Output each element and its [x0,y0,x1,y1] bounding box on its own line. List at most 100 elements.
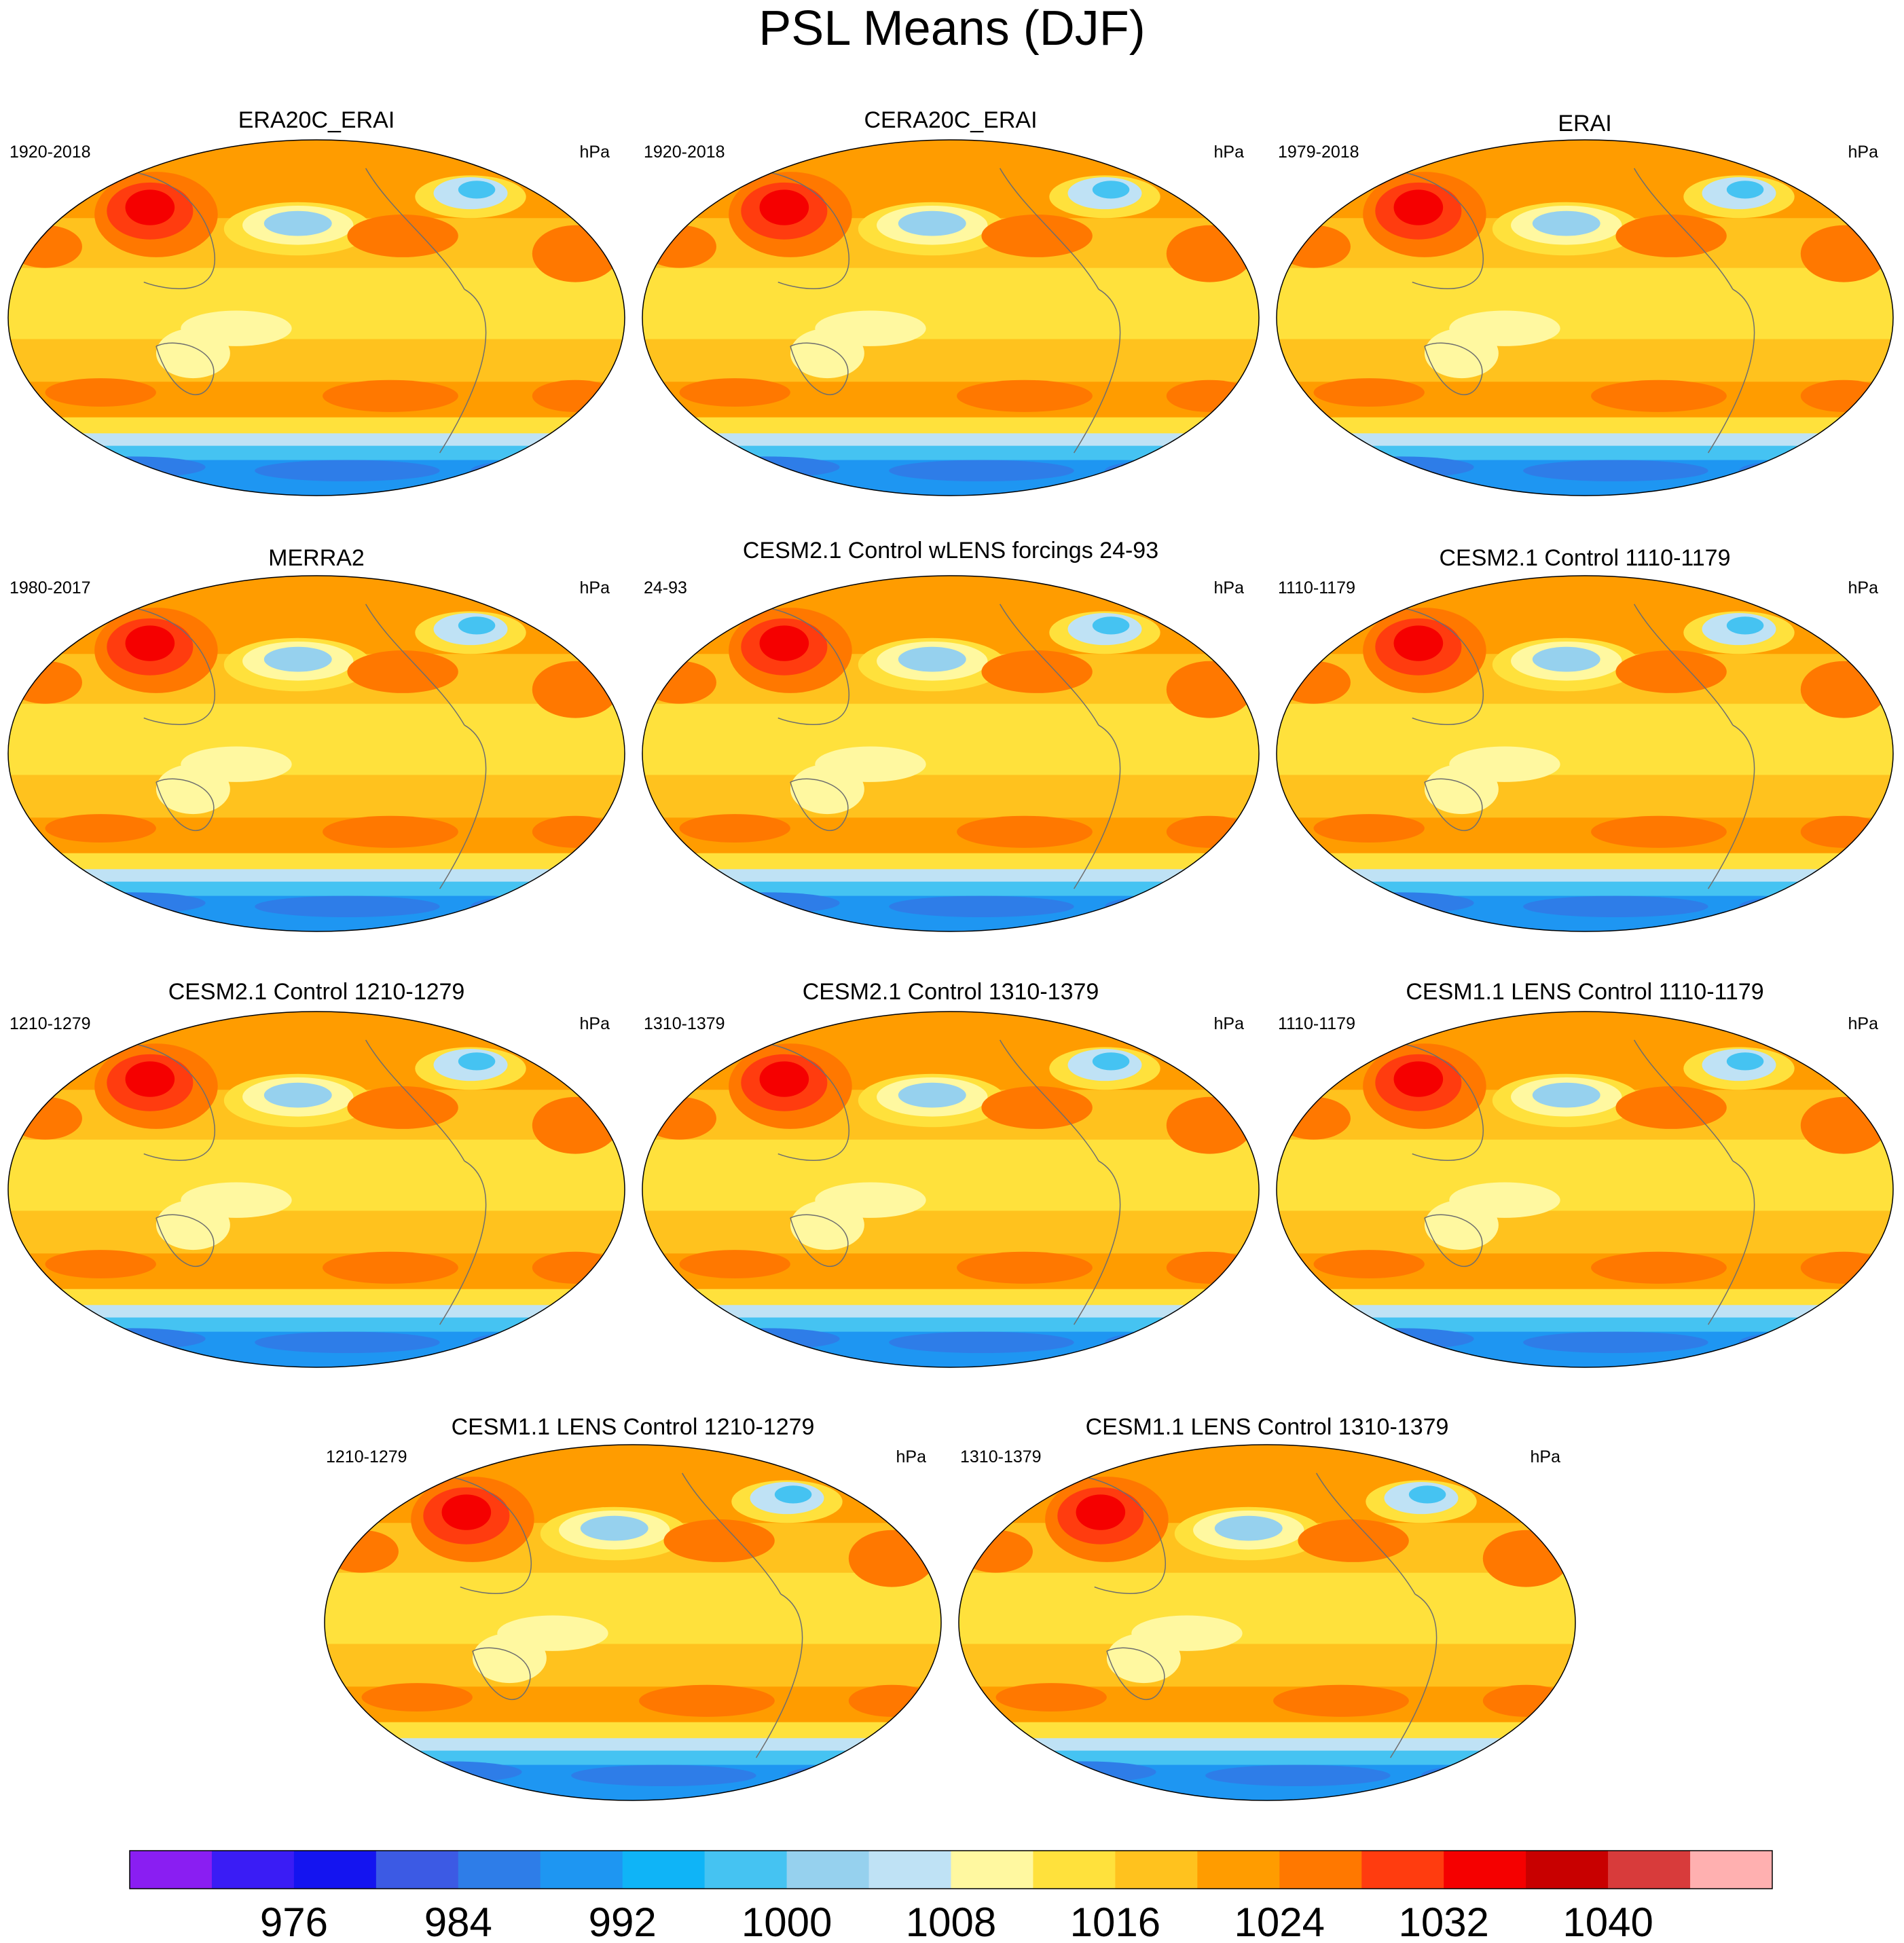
map-border [1276,139,1894,496]
colorbar-swatch [622,1851,706,1889]
colorbar-tick-label: 1016 [1070,1900,1160,1943]
psl-contour-region [1277,225,1351,268]
psl-contour-region [1214,1515,1283,1541]
psl-contour-band [642,1210,1259,1255]
psl-contour-region [981,1086,1093,1129]
psl-contour-region [325,1530,399,1573]
colorbar-tick-label: 992 [589,1900,657,1943]
psl-field [959,1445,1575,1800]
psl-contour-region [458,181,496,199]
psl-contour-region [1205,1764,1391,1787]
psl-contour-region [125,189,175,225]
psl-contour-region [45,1250,156,1279]
map-border [642,575,1260,932]
psl-contour-region [1166,380,1253,412]
colorbar-swatch [786,1851,870,1889]
panel-title: CESM1.1 LENS Control 1110-1179 [1406,979,1763,1005]
map-panel: CESM2.1 Control 1110-1179 1110-1179 hPa [1276,545,1894,932]
psl-contour-region [1726,1052,1764,1071]
coastline [1424,1214,1483,1267]
psl-contour-region [361,1683,473,1711]
psl-contour-band [959,1750,1575,1766]
psl-contour-region [8,1096,82,1140]
psl-field [1277,1012,1893,1367]
psl-contour-region [1166,815,1253,848]
psl-contour-region [571,1764,756,1787]
psl-contour-band [642,267,1259,340]
psl-contour-band [8,775,625,819]
psl-contour-band [8,853,625,870]
map-panel: ERAI 1979-2018 hPa [1276,111,1894,496]
psl-contour-region [981,650,1093,693]
map-panels: ERA20C_ERAI 1920-2018 hPa CERA20C_ERAI 1920-… [7,107,1894,1801]
psl-field [325,1445,941,1800]
map-panel: CESM2.1 Control 1210-1279 1210-1279 hPa [7,979,625,1368]
map-border [7,1011,625,1368]
psl-contour-band [1277,445,1893,461]
psl-contour-region [1092,1052,1130,1071]
psl-contour-region [1166,225,1253,282]
map-panel: CESM1.1 LENS Control 1110-1179 1110-1179 h… [1276,979,1894,1368]
psl-contour-band [8,1139,625,1212]
colorbar-swatch [1361,1851,1444,1889]
colorbar-tick-label: 1024 [1234,1900,1325,1943]
map-panel: MERRA2 1980-2017 hPa [7,545,625,932]
colorbar-swatch [130,1851,213,1889]
psl-contour-region [472,1633,547,1684]
psl-contour-band [959,1738,1575,1752]
psl-contour-band [642,445,1259,461]
psl-contour-region [1591,380,1727,412]
psl-contour-region [642,661,716,704]
colorbar-swatch [1444,1851,1526,1889]
psl-contour-region [1523,1331,1708,1354]
psl-field [8,140,625,496]
psl-contour-band [1277,1317,1893,1333]
coastline [790,1214,849,1267]
psl-contour-region [1105,1331,1228,1354]
panel-period: 1920-2018 [10,143,91,162]
psl-contour-band [325,1722,941,1739]
psl-contour-region [898,210,966,236]
psl-contour-region [1523,460,1708,482]
psl-contour-band [8,1317,625,1333]
coastline [155,778,215,832]
psl-contour-region [1532,646,1600,672]
psl-contour-region [1092,616,1130,635]
psl-contour-region [1532,1082,1600,1108]
panel-units: hPa [1214,143,1245,162]
map-border [1276,575,1894,932]
panel-units: hPa [1848,578,1879,597]
psl-contour-band [8,703,625,776]
panel-period: 1310-1379 [644,1014,725,1033]
psl-contour-region [1076,1494,1126,1530]
psl-contour-region [889,460,1074,482]
psl-contour-region [8,225,82,268]
colorbar-tick-label: 976 [260,1900,328,1943]
psl-contour-band [8,267,625,340]
psl-contour-region [471,1331,594,1354]
psl-contour-band [1277,1289,1893,1306]
psl-contour-band [1277,1305,1893,1318]
colorbar-swatch [540,1851,623,1889]
coastline [439,1160,487,1325]
panel-title: CESM2.1 Control 1110-1179 [1439,545,1730,571]
psl-contour-region [957,380,1093,412]
psl-contour-band [1277,1139,1893,1212]
psl-contour-region [889,895,1074,918]
psl-contour-band [325,1738,941,1752]
map-border [1276,1011,1894,1368]
psl-contour-region [458,1052,496,1071]
psl-contour-region [1482,1684,1569,1717]
psl-contour-region [642,225,716,268]
psl-contour-region [1424,328,1499,379]
psl-contour-band [8,433,625,447]
map-border [958,1444,1576,1801]
psl-contour-band [1277,433,1893,447]
coastline [999,168,1099,290]
psl-contour-band [8,339,625,383]
psl-contour-region [263,646,332,672]
coastline [1707,1160,1755,1325]
psl-contour-region [347,215,458,257]
coastline [1073,289,1121,454]
psl-contour-region [323,1251,458,1284]
